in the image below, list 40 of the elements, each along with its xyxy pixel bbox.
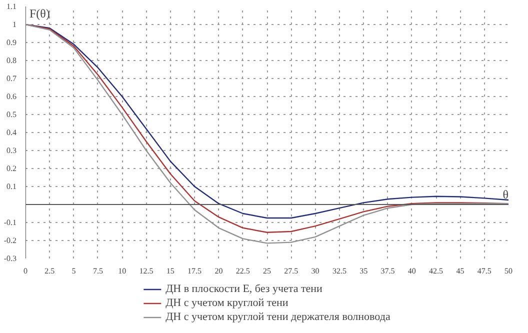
y-tick-label: 0.8 — [6, 56, 16, 65]
x-tick-label: 2.5 — [44, 266, 55, 276]
x-tick-label: 0 — [24, 266, 28, 276]
x-tick-label: 17.5 — [188, 266, 202, 276]
legend-label: ДН с учетом круглой тени держателя волновода — [166, 311, 390, 323]
legend-label: ДН в плоскости E, без учета тени — [166, 283, 322, 295]
y-tick-label: 1 — [12, 20, 16, 29]
y-tick-label: 0.7 — [6, 74, 16, 83]
y-tick-label: -0.2 — [4, 236, 17, 245]
y-axis-title: F(θ) — [30, 6, 50, 20]
x-tick-label: 5 — [72, 266, 76, 276]
x-tick-label: 45 — [456, 266, 464, 276]
x-tick-label: 22.5 — [236, 266, 250, 276]
x-tick-label: 40 — [408, 266, 416, 276]
x-tick-label: 32.5 — [332, 266, 346, 276]
x-axis-title: θ — [502, 188, 509, 202]
y-tick-label: -0.1 — [4, 218, 17, 227]
y-tick-label: 0.4 — [6, 128, 16, 137]
x-tick-label: 10 — [118, 266, 126, 276]
y-tick-label: 0.3 — [6, 146, 16, 155]
x-tick-label: 42.5 — [429, 266, 444, 276]
x-tick-label: 47.5 — [477, 266, 492, 276]
x-tick-label: 30 — [311, 266, 320, 276]
x-tick-label: 7.5 — [92, 266, 103, 276]
y-tick-label: -0.3 — [4, 254, 17, 263]
y-tick-label: 0.5 — [6, 110, 16, 119]
x-tick-label: 15 — [166, 266, 174, 276]
y-tick-label: 0.2 — [6, 164, 16, 173]
y-tick-label: 0.1 — [6, 182, 16, 191]
legend-label: ДН с учетом круглой тени — [166, 297, 288, 309]
x-tick-label: 27.5 — [284, 266, 298, 276]
y-tick-label: 0.9 — [6, 38, 16, 47]
y-tick-label: 1.1 — [6, 2, 16, 11]
y-tick-label: 0.6 — [6, 92, 16, 101]
x-tick-label: 12.5 — [139, 266, 154, 276]
x-tick-label: 20 — [214, 266, 223, 276]
x-tick-label: 37.5 — [380, 266, 395, 276]
x-tick-label: 50 — [504, 266, 512, 276]
x-tick-label: 25 — [263, 266, 271, 276]
x-tick-label: 35 — [360, 266, 368, 276]
